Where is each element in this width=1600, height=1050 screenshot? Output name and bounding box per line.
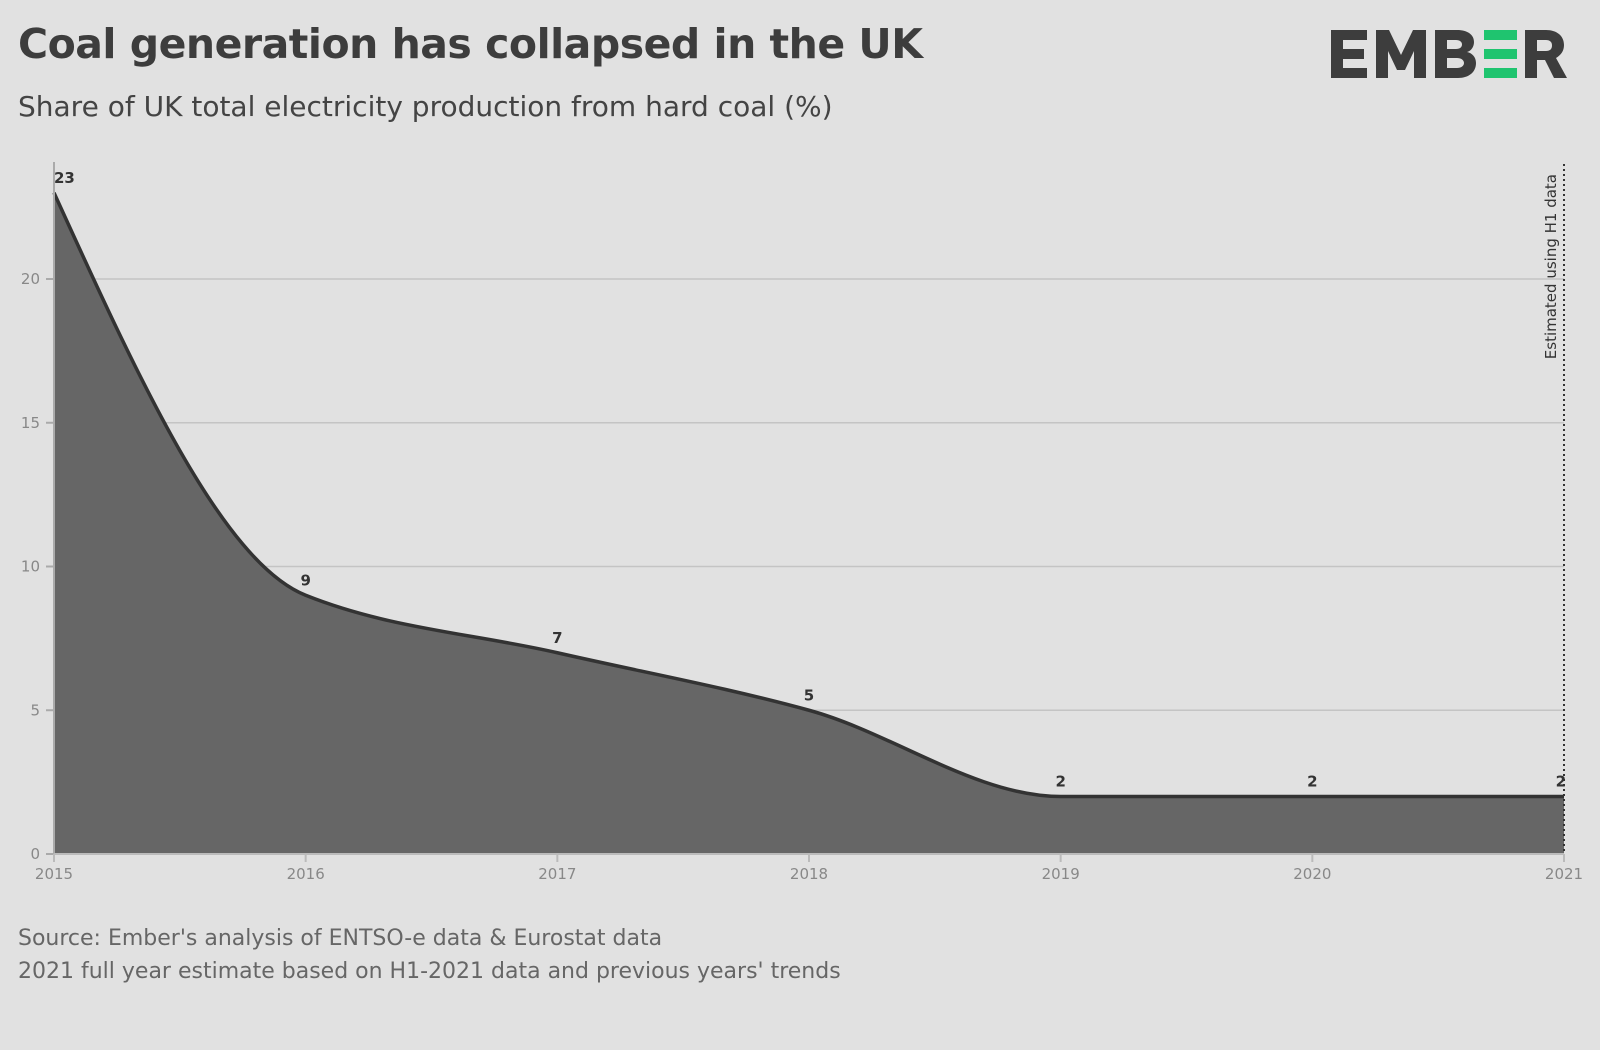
x-tick-label: 2016 [287, 865, 325, 883]
y-tick-label: 0 [30, 845, 40, 863]
y-tick-label: 20 [21, 270, 40, 288]
x-tick-label: 2018 [790, 865, 828, 883]
y-tick-label: 10 [21, 558, 40, 576]
x-tick-label: 2020 [1293, 865, 1331, 883]
data-label: 5 [804, 686, 814, 704]
x-tick-label: 2015 [35, 865, 73, 883]
data-label: 7 [552, 629, 562, 647]
estimate-annotation: Estimated using H1 data [1542, 174, 1560, 359]
source-line-2: 2021 full year estimate based on H1-2021… [18, 959, 841, 984]
data-label: 23 [54, 169, 75, 187]
y-tick-label: 15 [21, 414, 40, 432]
source-note: Source: Ember's analysis of ENTSO-e data… [18, 922, 841, 988]
chart-title: Coal generation has collapsed in the UK [18, 20, 923, 68]
ember-logo [1328, 26, 1573, 86]
series-line [52, 192, 1564, 799]
x-tick-label: 2017 [538, 865, 576, 883]
data-label: 2 [1307, 773, 1317, 791]
area-fill [54, 192, 1564, 854]
x-tick-label: 2021 [1545, 865, 1583, 883]
x-tick-label: 2019 [1042, 865, 1080, 883]
data-label: 9 [300, 571, 310, 589]
chart-subtitle: Share of UK total electricity production… [18, 90, 833, 123]
data-label: 2 [1556, 773, 1566, 791]
source-line-1: Source: Ember's analysis of ENTSO-e data… [18, 926, 663, 951]
y-tick-label: 5 [30, 701, 40, 719]
data-label: 2 [1055, 773, 1065, 791]
